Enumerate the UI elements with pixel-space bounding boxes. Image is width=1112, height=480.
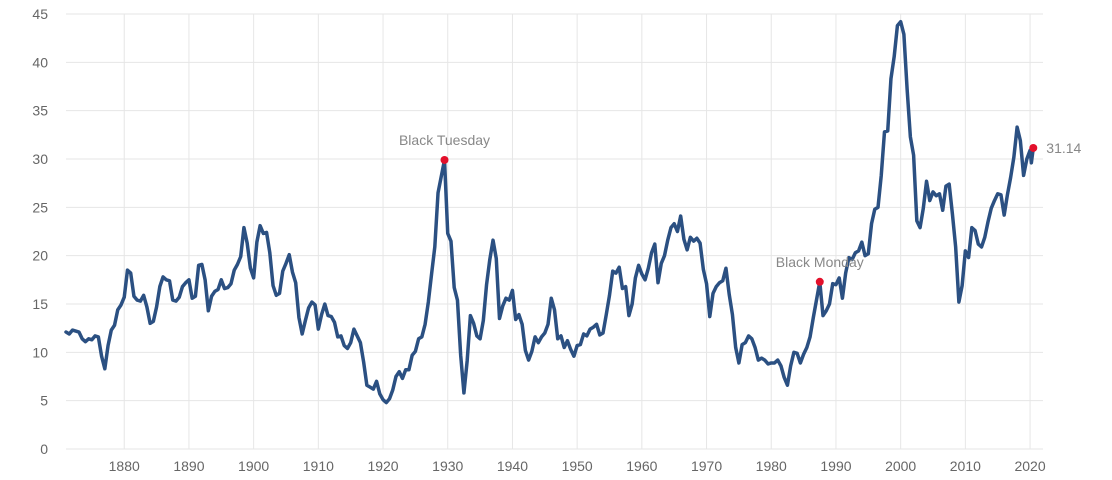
x-tick-label: 1970 [691, 458, 722, 474]
x-tick-label: 2020 [1014, 458, 1045, 474]
y-tick-label: 5 [40, 393, 48, 409]
series-line [64, 19, 1036, 405]
y-tick-label: 30 [32, 151, 48, 167]
x-tick-label: 1900 [238, 458, 269, 474]
y-tick-label: 40 [32, 54, 48, 70]
x-tick-label: 1910 [303, 458, 334, 474]
annotation-label: Black Monday [776, 254, 864, 270]
last-value-label: 31.14 [1046, 140, 1081, 156]
x-tick-label: 2000 [885, 458, 916, 474]
x-tick-label: 1930 [432, 458, 463, 474]
y-tick-label: 15 [32, 296, 48, 312]
y-tick-label: 25 [32, 199, 48, 215]
y-tick-label: 10 [32, 344, 48, 360]
y-axis-tick-labels: 0 5 10 15 20 25 30 35 40 45 [32, 6, 48, 457]
x-axis-tick-labels: 1880 1890 1900 1910 1920 1930 1940 1950 1960 1970… [109, 458, 1046, 474]
x-tick-label: 1880 [109, 458, 140, 474]
last-value-marker [1029, 143, 1038, 152]
x-tick-label: 1940 [497, 458, 528, 474]
y-tick-label: 45 [32, 6, 48, 22]
y-tick-label: 0 [40, 441, 48, 457]
x-tick-label: 1960 [626, 458, 657, 474]
x-gridlines [123, 14, 1031, 449]
annotation-label: Black Tuesday [399, 132, 490, 148]
annotation-markers: Black Tuesday Black Monday 31.14 [399, 132, 1082, 286]
x-tick-label: 2010 [950, 458, 981, 474]
y-gridlines [66, 13, 1043, 450]
x-tick-label: 1950 [562, 458, 593, 474]
annotation-marker [815, 277, 824, 286]
annotation-marker [440, 155, 449, 164]
y-tick-label: 35 [32, 103, 48, 119]
x-tick-label: 1890 [173, 458, 204, 474]
x-tick-label: 1980 [756, 458, 787, 474]
x-tick-label: 1990 [820, 458, 851, 474]
x-tick-label: 1920 [367, 458, 398, 474]
y-tick-label: 20 [32, 248, 48, 264]
